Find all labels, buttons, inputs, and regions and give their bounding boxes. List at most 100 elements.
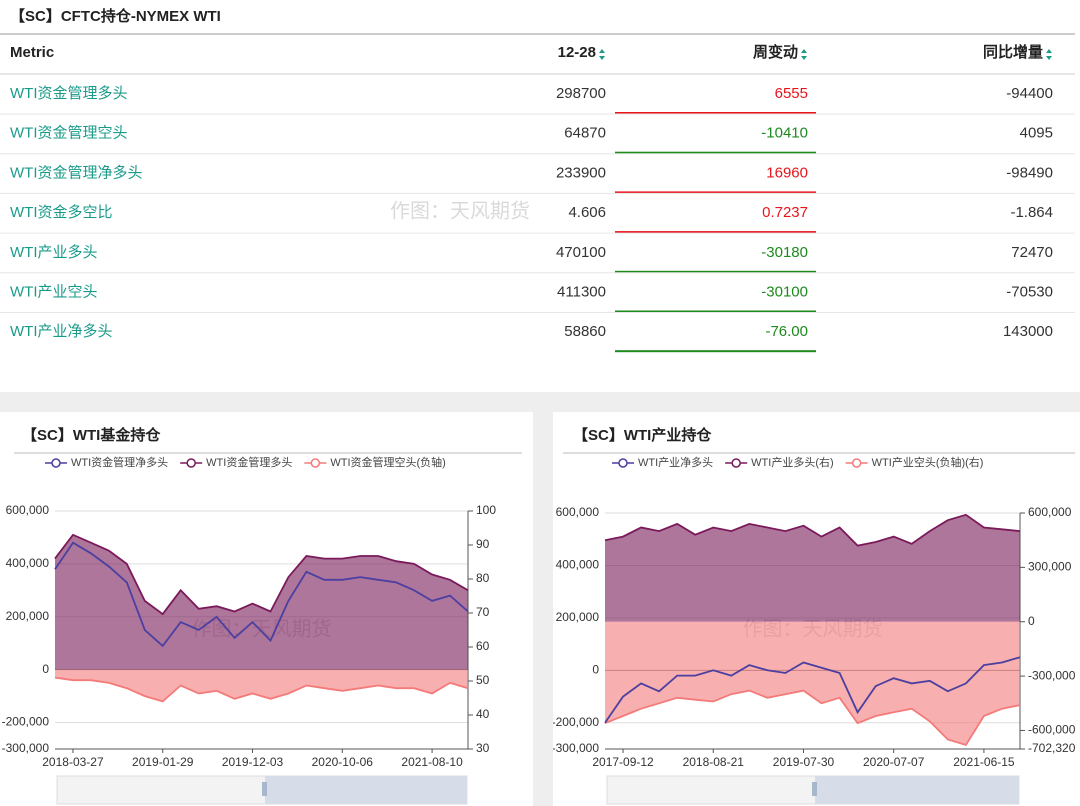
change-bar bbox=[615, 310, 816, 313]
y2-tick-label: 70 bbox=[476, 605, 490, 619]
row-label: WTI产业空头 bbox=[10, 283, 98, 300]
legend-label: WTI产业多头(右) bbox=[751, 455, 833, 469]
row-label: WTI产业净多头 bbox=[10, 323, 113, 340]
y-tick-label: 400,000 bbox=[556, 558, 600, 572]
legend-swatch bbox=[851, 458, 862, 468]
row-label: WTI资金管理净多头 bbox=[10, 164, 143, 181]
cell: 4095 bbox=[1020, 125, 1053, 142]
cell: -94400 bbox=[1006, 85, 1053, 102]
change-bar bbox=[615, 191, 816, 194]
legend-swatch bbox=[618, 458, 628, 468]
column-header: 同比增量 bbox=[983, 43, 1043, 61]
y2-tick-label: 100 bbox=[476, 503, 496, 517]
area bbox=[55, 534, 468, 670]
legend-label: WTI产业净多头 bbox=[638, 455, 713, 469]
y2-tick-label: 90 bbox=[476, 537, 490, 551]
y-tick-label: 200,000 bbox=[556, 610, 600, 624]
y-tick-label: -300,000 bbox=[2, 741, 50, 755]
x-tick-label: 2020-10-06 bbox=[312, 755, 374, 769]
row-label: WTI资金管理空头 bbox=[10, 125, 128, 142]
cell: -30100 bbox=[761, 283, 808, 300]
series-line bbox=[604, 656, 1021, 724]
cell: 0.7237 bbox=[762, 204, 808, 221]
legend-label: WTI资金管理空头(负轴) bbox=[330, 455, 445, 469]
chart-title: 【SC】WTI基金持仓 bbox=[22, 426, 161, 444]
y-tick-label: 600,000 bbox=[6, 503, 50, 517]
legend-swatch bbox=[310, 458, 321, 468]
cell: -30180 bbox=[761, 244, 808, 261]
y2-tick-label: 50 bbox=[476, 673, 490, 687]
y-tick-label: 600,000 bbox=[556, 505, 600, 519]
y2-tick-label: 40 bbox=[476, 707, 490, 721]
cell: 233900 bbox=[556, 164, 606, 181]
cell: 58860 bbox=[564, 323, 606, 340]
zoom-slider[interactable] bbox=[56, 775, 468, 805]
cell: 411300 bbox=[557, 283, 606, 300]
x-tick-label: 2020-07-07 bbox=[863, 755, 925, 769]
area bbox=[605, 621, 1020, 745]
area bbox=[55, 669, 468, 702]
cell: 298700 bbox=[556, 85, 606, 102]
cell: -76.00 bbox=[765, 323, 808, 340]
y-tick-label: 200,000 bbox=[6, 609, 50, 623]
column-header: Metric bbox=[10, 44, 54, 61]
x-tick-label: 2019-12-03 bbox=[222, 755, 284, 769]
cell: -1.864 bbox=[1010, 204, 1053, 221]
x-tick-label: 2019-07-30 bbox=[773, 755, 835, 769]
cell: 470100 bbox=[556, 244, 606, 261]
y2-tick-label: 80 bbox=[476, 571, 490, 585]
watermark: 作图：天风期货 bbox=[390, 199, 530, 222]
y2-tick-label: 300,000 bbox=[1028, 560, 1072, 574]
x-tick-label: 2018-08-21 bbox=[683, 755, 745, 769]
column-header: 周变动 bbox=[753, 43, 798, 61]
table-title: 【SC】CFTC持仓-NYMEX WTI bbox=[10, 7, 221, 25]
y2-tick-label: 600,000 bbox=[1028, 505, 1072, 519]
sort-icon[interactable] bbox=[599, 49, 605, 60]
y2-tick-label: 30 bbox=[476, 741, 490, 755]
row-label: WTI产业多头 bbox=[10, 244, 98, 261]
y2-tick-label: 60 bbox=[476, 639, 490, 653]
y-tick-label: -200,000 bbox=[552, 715, 600, 729]
zoom-slider[interactable] bbox=[606, 775, 1020, 805]
cell: 16960 bbox=[766, 164, 808, 181]
y-tick-label: 400,000 bbox=[6, 556, 50, 570]
legend-label: WTI资金管理多头 bbox=[206, 455, 292, 469]
y-tick-label: -300,000 bbox=[552, 741, 600, 755]
chart-title: 【SC】WTI产业持仓 bbox=[573, 426, 712, 444]
y2-tick-label: -300,000 bbox=[1028, 668, 1076, 682]
y2-tick-label: -600,000 bbox=[1028, 723, 1076, 737]
series-line bbox=[54, 533, 469, 616]
y-tick-label: -200,000 bbox=[2, 715, 50, 729]
series-line bbox=[54, 541, 469, 648]
cell: -70530 bbox=[1006, 283, 1053, 300]
row-label: WTI资金管理多头 bbox=[10, 85, 128, 102]
sort-icon[interactable] bbox=[1046, 49, 1052, 60]
change-bar bbox=[615, 231, 816, 234]
table-panel bbox=[0, 0, 1080, 392]
change-bar bbox=[615, 151, 816, 154]
x-tick-label: 2021-08-10 bbox=[401, 755, 463, 769]
legend-label: WTI资金管理净多头 bbox=[71, 455, 168, 469]
y-tick-label: 0 bbox=[592, 663, 599, 677]
change-bar bbox=[615, 270, 816, 273]
series-line bbox=[604, 513, 1021, 547]
y-tick-label: 0 bbox=[42, 662, 49, 676]
legend-swatch bbox=[186, 458, 196, 468]
legend-swatch bbox=[731, 458, 741, 468]
x-tick-label: 2017-09-12 bbox=[592, 755, 654, 769]
x-tick-label: 2018-03-27 bbox=[42, 755, 104, 769]
cell: 143000 bbox=[1003, 323, 1053, 340]
cell: -98490 bbox=[1006, 164, 1053, 181]
legend-label: WTI产业空头(负轴)(右) bbox=[872, 455, 984, 469]
x-tick-label: 2019-01-29 bbox=[132, 755, 194, 769]
series-line bbox=[54, 676, 469, 703]
series-line bbox=[604, 689, 1021, 747]
y2-tick-label: 0 bbox=[1028, 614, 1035, 628]
chart: 【SC】WTI基金持仓作图：天风期货-300,000-200,0000200,0… bbox=[2, 426, 497, 769]
cell: 64870 bbox=[564, 125, 606, 142]
row-label: WTI资金多空比 bbox=[10, 204, 113, 221]
y2-tick-label: -702,320 bbox=[1028, 741, 1076, 755]
chart: 【SC】WTI产业持仓作图：天风期货-300,000-200,0000200,0… bbox=[552, 426, 1076, 769]
sort-icon[interactable] bbox=[801, 49, 807, 60]
